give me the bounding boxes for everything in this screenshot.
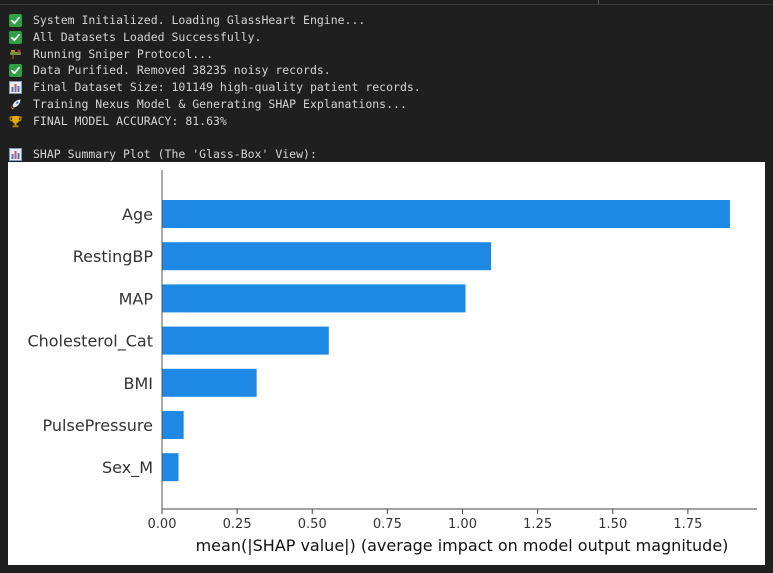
rocket-icon	[9, 98, 22, 111]
category-label: PulsePressure	[43, 416, 153, 435]
console-line-text: Final Dataset Size: 101149 high-quality …	[33, 80, 421, 95]
category-label: BMI	[124, 374, 154, 393]
divider-tick	[598, 0, 599, 4]
bar-chart-icon	[9, 81, 22, 95]
console-line-text: Running Sniper Protocol...	[33, 46, 214, 61]
bar-cholesterol-cat	[162, 326, 329, 355]
console-line: SHAP Summary Plot (The 'Glass-Box' View)…	[9, 146, 759, 163]
shap-summary-plot: Age RestingBP MAP Cholesterol_Cat BMI PulsePr…	[8, 162, 765, 565]
bar-map	[162, 284, 466, 313]
x-axis-label: mean(|SHAP value|) (average impact on mo…	[196, 536, 729, 555]
console-line-text: SHAP Summary Plot (The 'Glass-Box' View)…	[33, 147, 317, 162]
check-icon	[9, 64, 22, 78]
console-line-text: Data Purified. Removed 38235 noisy recor…	[33, 63, 331, 78]
bar-sex-m	[162, 453, 179, 482]
category-label: Age	[122, 205, 153, 224]
shap-bar-chart: Age RestingBP MAP Cholesterol_Cat BMI PulsePr…	[27, 170, 757, 555]
console-line-text: Training Nexus Model & Generating SHAP E…	[33, 96, 407, 111]
console-line: Data Purified. Removed 38235 noisy recor…	[9, 62, 759, 79]
console-line: All Datasets Loaded Successfully.	[9, 29, 759, 46]
chart-x-axis: 0.00 0.25 0.50 0.75 1.00 1.25 1.50 1.75	[148, 508, 757, 532]
x-tick-label: 1.00	[448, 517, 477, 532]
console-line: System Initialized. Loading GlassHeart E…	[9, 12, 759, 29]
console-line-text: All Datasets Loaded Successfully.	[33, 29, 262, 44]
console-line: Final Dataset Size: 101149 high-quality …	[9, 79, 759, 96]
bar-restingbp	[162, 242, 492, 271]
check-icon	[9, 13, 22, 27]
bar-age	[162, 200, 730, 228]
bar-pulsepressure	[162, 411, 184, 439]
console-line: FINAL MODEL ACCURACY: 81.63%	[9, 113, 759, 130]
sniper-icon	[9, 47, 22, 60]
x-tick-label: 1.25	[523, 517, 552, 532]
console-line-text: System Initialized. Loading GlassHeart E…	[33, 13, 366, 27]
console-line: Training Nexus Model & Generating SHAP E…	[9, 96, 759, 113]
console-line: Running Sniper Protocol...	[9, 46, 759, 63]
bar-bmi	[162, 368, 257, 397]
x-tick-label: 0.00	[148, 517, 177, 532]
category-label: Sex_M	[102, 458, 153, 478]
trophy-icon	[9, 115, 22, 128]
x-tick-label: 1.50	[598, 517, 627, 532]
chart-bars	[162, 200, 730, 482]
x-tick-label: 0.25	[223, 517, 252, 532]
x-tick-label: 0.75	[373, 517, 402, 532]
category-label: Cholesterol_Cat	[27, 332, 153, 352]
console-line-text: FINAL MODEL ACCURACY: 81.63%	[33, 113, 227, 128]
x-tick-label: 1.75	[673, 517, 702, 532]
category-label: MAP	[119, 289, 154, 308]
console-output: System Initialized. Loading GlassHeart E…	[9, 12, 759, 163]
check-icon	[9, 30, 22, 44]
chart-category-labels: Age RestingBP MAP Cholesterol_Cat BMI PulsePr…	[27, 205, 153, 478]
x-tick-label: 0.50	[298, 517, 327, 532]
category-label: RestingBP	[73, 247, 154, 266]
bar-chart-icon	[9, 148, 22, 162]
cell-divider	[0, 0, 773, 5]
